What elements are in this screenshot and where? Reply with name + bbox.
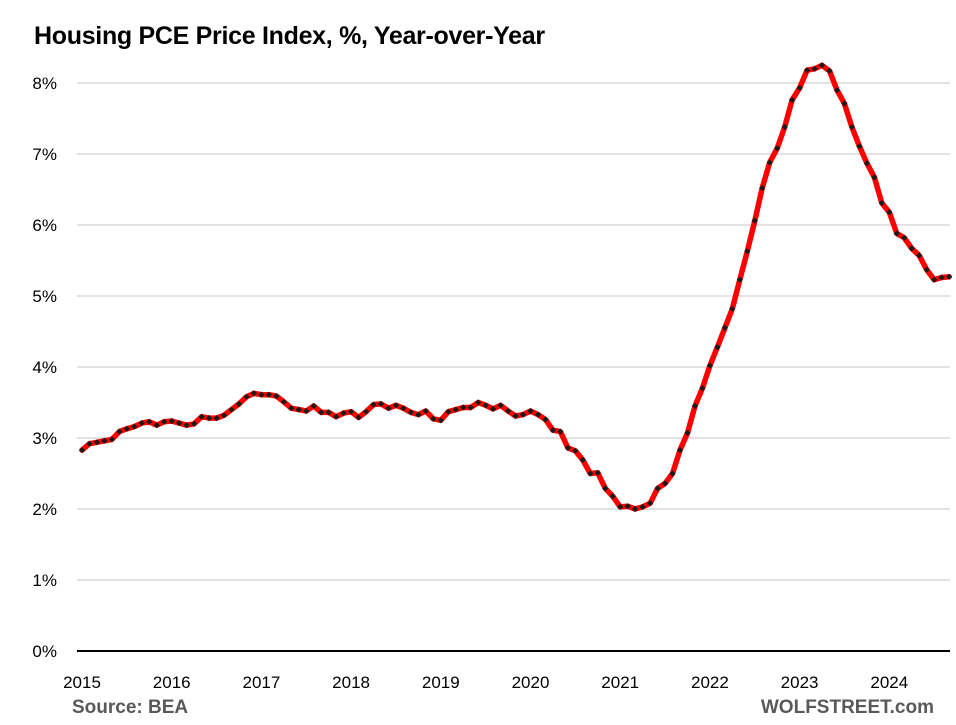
series-group bbox=[78, 62, 953, 513]
data-point bbox=[788, 96, 796, 104]
data-point bbox=[475, 399, 482, 406]
x-tick-label: 2016 bbox=[153, 673, 191, 692]
data-point bbox=[385, 405, 392, 412]
y-tick-label: 7% bbox=[32, 145, 57, 164]
data-point bbox=[347, 408, 355, 415]
data-point bbox=[639, 503, 646, 511]
x-tick-label: 2015 bbox=[63, 673, 101, 692]
data-point bbox=[504, 407, 512, 415]
data-point bbox=[646, 500, 654, 507]
data-point bbox=[332, 413, 340, 420]
data-point bbox=[452, 406, 459, 413]
data-point bbox=[796, 84, 803, 92]
data-point bbox=[198, 413, 205, 420]
data-point bbox=[437, 417, 444, 424]
data-point bbox=[445, 408, 452, 415]
data-point bbox=[617, 503, 624, 511]
data-point bbox=[415, 411, 422, 418]
data-point bbox=[205, 414, 213, 422]
data-point bbox=[803, 67, 811, 74]
x-tick-label: 2021 bbox=[601, 673, 639, 692]
y-tick-label: 2% bbox=[32, 500, 57, 519]
data-point bbox=[273, 392, 280, 400]
data-point bbox=[729, 305, 736, 312]
data-point bbox=[497, 402, 504, 409]
data-point bbox=[325, 409, 332, 416]
x-tick-label: 2019 bbox=[422, 673, 460, 692]
data-point bbox=[288, 405, 295, 412]
y-tick-label: 5% bbox=[32, 287, 57, 306]
x-tick-label: 2023 bbox=[781, 673, 819, 692]
data-point bbox=[467, 404, 474, 411]
data-point bbox=[661, 480, 669, 487]
chart-title: Housing PCE Price Index, %, Year-over-Ye… bbox=[34, 22, 545, 50]
data-point bbox=[370, 401, 377, 408]
data-point bbox=[213, 414, 220, 422]
y-axis-ticks: 0% 1% 2% 3% 4% 5% 6% 7% 8% bbox=[32, 74, 57, 661]
x-tick-label: 2018 bbox=[332, 673, 370, 692]
data-point bbox=[362, 408, 370, 415]
data-point bbox=[811, 65, 818, 72]
data-point bbox=[572, 447, 579, 454]
data-point bbox=[430, 415, 437, 422]
data-point bbox=[482, 402, 489, 409]
data-point bbox=[265, 391, 273, 398]
x-tick-label: 2017 bbox=[242, 673, 280, 692]
y-tick-label: 4% bbox=[32, 358, 57, 377]
x-tick-label: 2020 bbox=[512, 673, 550, 692]
data-point bbox=[280, 398, 287, 405]
data-point bbox=[190, 420, 198, 427]
data-point bbox=[407, 409, 415, 416]
data-point bbox=[489, 405, 497, 413]
source-note: Source: BEA bbox=[72, 697, 189, 718]
data-point bbox=[318, 409, 325, 416]
data-point bbox=[602, 485, 609, 492]
data-point bbox=[183, 422, 190, 429]
gridlines bbox=[77, 82, 950, 581]
data-point bbox=[295, 406, 302, 413]
data-point bbox=[945, 273, 953, 280]
data-point bbox=[699, 385, 706, 392]
y-tick-label: 6% bbox=[32, 216, 57, 235]
y-tick-label: 8% bbox=[32, 74, 57, 93]
y-tick-label: 0% bbox=[32, 642, 57, 661]
data-point bbox=[564, 444, 572, 452]
data-point bbox=[303, 407, 310, 415]
x-axis-ticks: 2015 2016 2017 2018 2019 2020 2021 2022 2023 2024 bbox=[63, 673, 908, 692]
data-point bbox=[400, 405, 407, 412]
data-point bbox=[310, 402, 317, 410]
data-point bbox=[355, 414, 362, 421]
series-line bbox=[79, 62, 952, 512]
data-point bbox=[654, 485, 661, 492]
data-point bbox=[377, 400, 385, 408]
data-point bbox=[258, 391, 265, 398]
x-tick-label: 2022 bbox=[691, 673, 729, 692]
data-point bbox=[340, 409, 347, 417]
y-tick-label: 3% bbox=[32, 429, 57, 448]
x-tick-label: 2024 bbox=[870, 673, 908, 692]
y-tick-label: 1% bbox=[32, 571, 57, 590]
data-point bbox=[721, 324, 728, 332]
data-point bbox=[422, 407, 429, 415]
data-point bbox=[460, 404, 467, 411]
brand-watermark: WOLFSTREET.com bbox=[760, 697, 934, 718]
data-point bbox=[594, 469, 601, 476]
data-point bbox=[916, 252, 923, 259]
